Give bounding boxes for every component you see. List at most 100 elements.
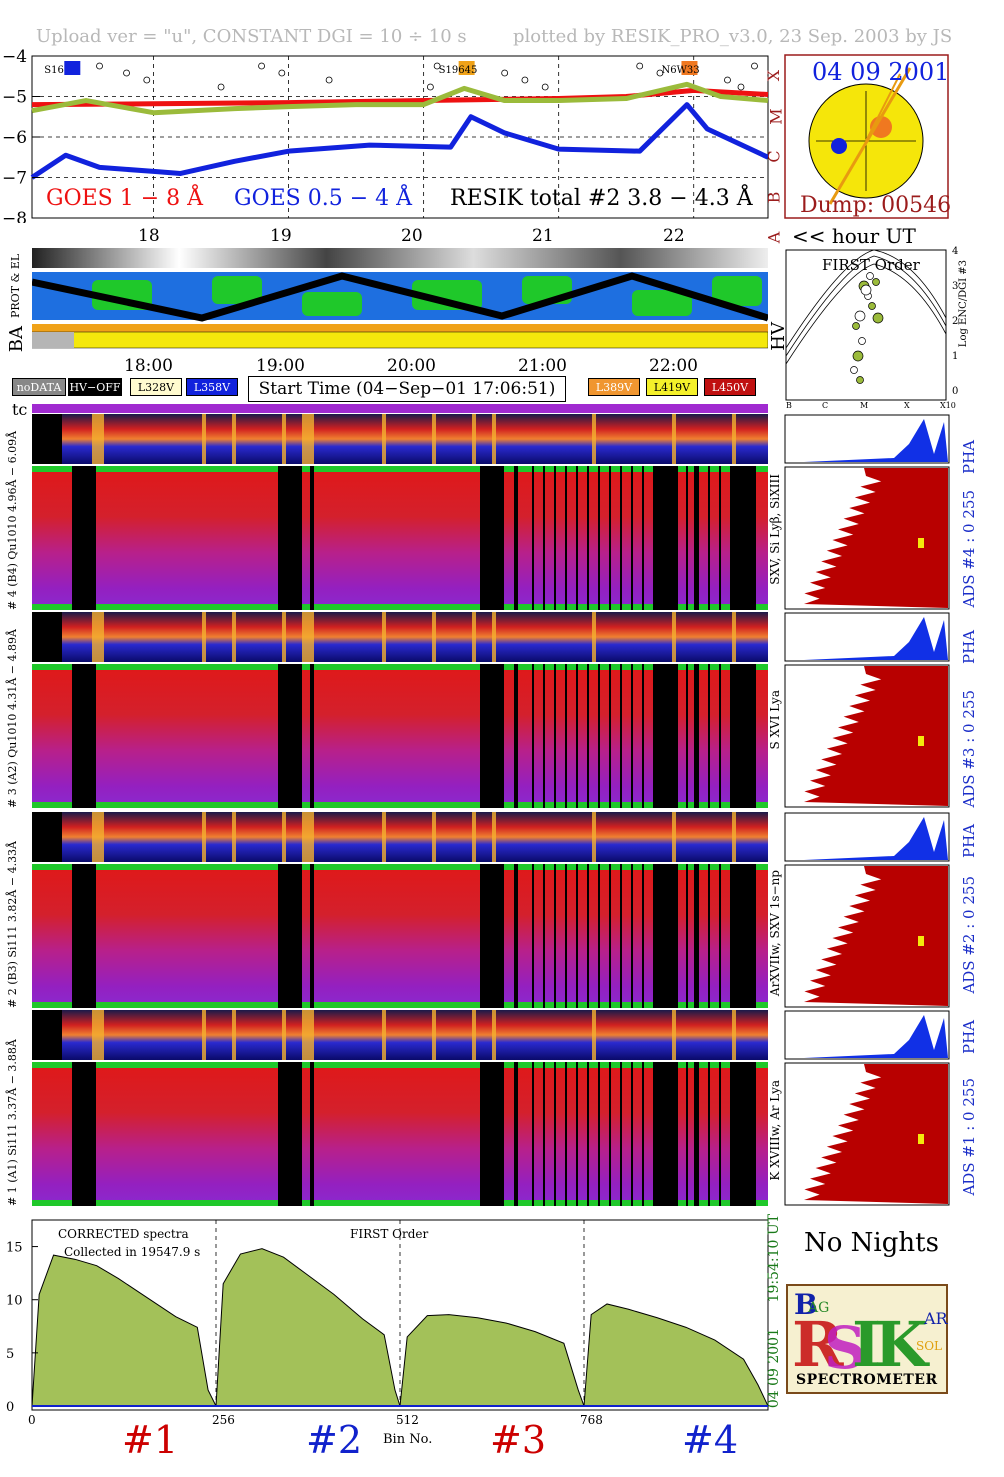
goes-ytick-label: −4 [2, 48, 27, 67]
tc-label: tc [12, 400, 28, 419]
goes-flare-marker [656, 69, 664, 77]
hv-off-band [697, 664, 699, 808]
goes-class-c: C [764, 150, 784, 163]
goes-short-series [30, 102, 770, 180]
hv-off-band [514, 466, 518, 610]
hv-off-band [587, 1062, 589, 1206]
hv-off-band [719, 466, 721, 610]
flare-band [732, 812, 736, 862]
flare-band [472, 612, 476, 662]
hv-off-band [730, 466, 732, 610]
logo-spectrometer-text: SPECTROMETER [796, 1372, 938, 1388]
goes-flare-marker [433, 62, 441, 70]
goes-flare-marker [737, 83, 745, 91]
channel-1-lines: K XVIIIw, Ar Lya [768, 1080, 782, 1181]
enc-xtick-label: B [786, 401, 792, 410]
start-time-box: Start Time (04−Sep−01 17:06:51) [248, 376, 566, 402]
spectrum-ytick-label: 0 [6, 1400, 14, 1415]
hv-off-band [587, 664, 589, 808]
hv-off-band [480, 1062, 504, 1206]
pha-histogram [784, 812, 950, 862]
crystal-2-label: #2 [306, 1418, 363, 1462]
hv-off-band [620, 466, 622, 610]
hv-off-band [741, 864, 743, 1008]
spectrum-ytick-label: 10 [6, 1294, 23, 1309]
spectrogram-background [32, 414, 768, 464]
goes-flare-marker [143, 76, 151, 84]
goes-ytick-label: −5 [2, 88, 27, 108]
goes-long-legend: GOES 1 − 8 Å [46, 186, 204, 211]
hv-off-band [543, 864, 545, 1008]
ads-histogram [784, 1062, 950, 1206]
hv-off-band [278, 466, 302, 610]
legend-hv-off: HV−OFF [68, 378, 122, 396]
header-plotted-by: plotted by RESIK_PRO_v3.0, 23 Sep. 2003 … [513, 26, 953, 47]
enc-plot-ylabel: Log ENC/DGI #3 [958, 260, 969, 348]
channel-1-label: # 1 (A1) Si111 3.37Å − 3.88Å [6, 1010, 19, 1206]
hv-off-band [310, 664, 314, 808]
flare-band [492, 612, 496, 662]
pha-label-3: PHA [960, 630, 978, 665]
enc-ytick-label: 2 [952, 316, 959, 327]
goes-flare-marker [521, 76, 529, 84]
hour-label-top: 21 [532, 226, 554, 246]
hv-off-band [686, 466, 688, 610]
spectrogram-panel [32, 1062, 768, 1206]
hv-off-band [278, 864, 302, 1008]
prot-green-patch [212, 276, 262, 304]
enc-point [850, 366, 858, 374]
hv-off-band [642, 864, 644, 1008]
hv-off-band [565, 1062, 567, 1206]
prot-green-patch [632, 290, 692, 316]
green-edge [32, 802, 768, 808]
ads-fill [804, 468, 948, 608]
hv-off-band [609, 664, 611, 808]
hv-off-band [694, 1062, 698, 1206]
hv-off-band [278, 1062, 302, 1206]
goes-flare-marker [541, 83, 549, 91]
flare-band [92, 812, 104, 862]
hv-off-band [554, 466, 556, 610]
hv-off-band [675, 466, 677, 610]
hv-off-band [664, 1062, 666, 1206]
goes-flare-marker [724, 76, 731, 84]
pha-fill [804, 419, 948, 462]
resik-total-series [31, 81, 769, 116]
hv-off-band [480, 466, 504, 610]
hv-off-band [708, 466, 710, 610]
flare-band [232, 1010, 236, 1060]
flare-band [472, 812, 476, 862]
channel-3-name: # 3 (A2) Qu1010 [6, 713, 19, 808]
spectrum-area-4 [583, 1303, 769, 1407]
hv-off-band [686, 864, 688, 1008]
sun-dump-number: Dump: 00546 [800, 193, 952, 218]
goes-marker-label: S16 [44, 65, 64, 76]
green-edge [32, 1062, 768, 1068]
flare-band [92, 612, 104, 662]
hv-off-band [480, 664, 504, 808]
ads-marker [918, 1134, 924, 1144]
flare-band [382, 1010, 386, 1060]
flare-band [232, 612, 236, 662]
hv-off-band [543, 664, 545, 808]
spectrogram-panel [32, 466, 768, 610]
flare-band [382, 414, 386, 464]
header-upload-info: Upload ver = "u", CONSTANT DGI = 10 ÷ 10… [36, 26, 467, 47]
spectrogram-background [32, 664, 768, 808]
hv-off-band [480, 864, 504, 1008]
hv-off-band [730, 1062, 732, 1206]
goes-class-a: A [764, 231, 784, 244]
hv-off-band [741, 1062, 743, 1206]
enc-point [860, 284, 872, 296]
goes-flare-marker [426, 83, 434, 91]
hv-off-band [631, 1062, 633, 1206]
enc-point [872, 278, 880, 286]
flare-band [592, 1010, 596, 1060]
hv-off-band [741, 466, 743, 610]
green-edge [32, 664, 768, 670]
crystal-3-label: #3 [490, 1418, 547, 1462]
pha-fill [804, 817, 948, 860]
svg-text:AR: AR [923, 1309, 949, 1328]
hv-off-band [631, 864, 633, 1008]
goes-marker-box [64, 61, 81, 75]
